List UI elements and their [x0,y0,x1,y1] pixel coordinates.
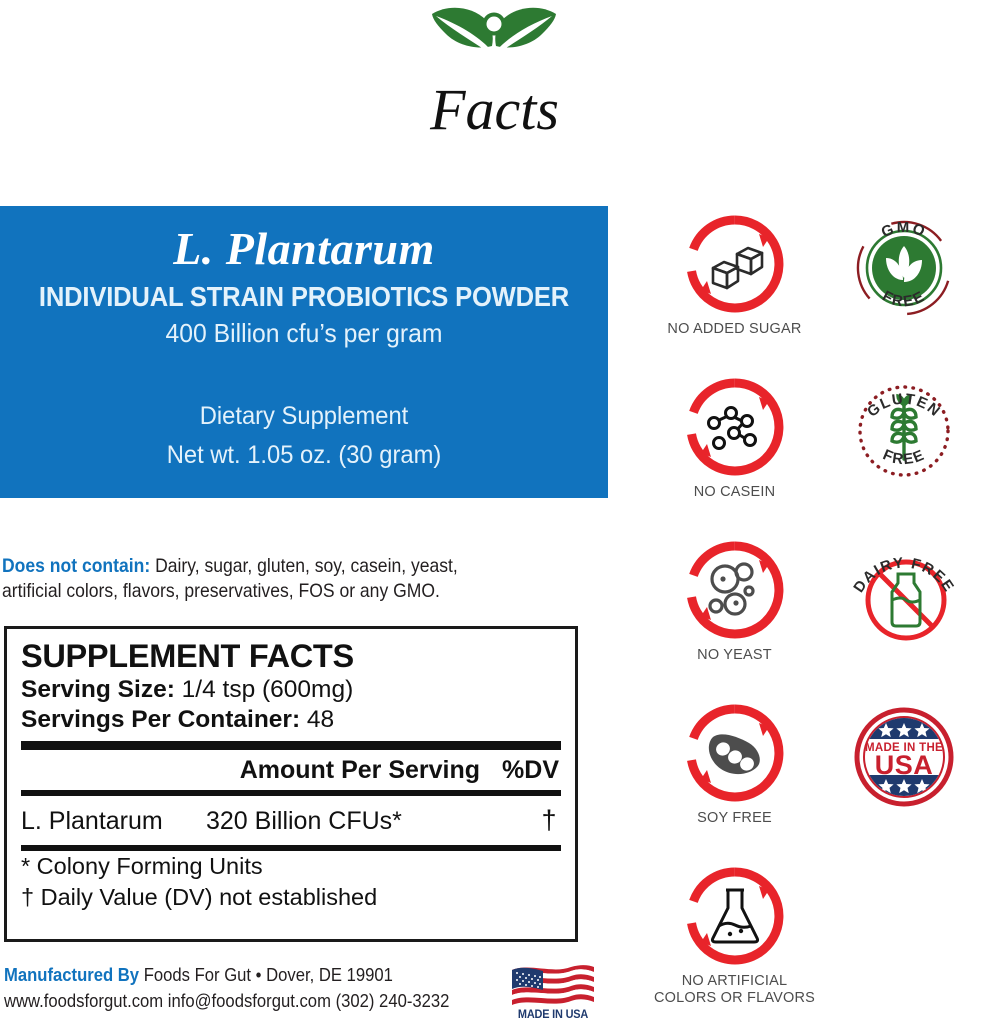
badge-row-4: SOY FREE [650,701,989,864]
seal-main-text: USA [874,750,933,780]
divider-thick-top [21,741,561,750]
made-in-the-usa-seal-icon: MADE IN THE USA [854,707,953,807]
certification-badges: NO ADDED SUGAR [650,212,989,1024]
badge-caption: NO YEAST [697,647,772,663]
product-potency: 400 Billion cfu’s per gram [165,318,443,348]
badge-no-added-sugar: NO ADDED SUGAR [650,212,819,375]
table-row: L. Plantarum 320 Billion CFUs* † [21,796,561,845]
page-title: Facts [430,77,559,142]
no-casein-icon [686,378,783,476]
gluten-free-icon: GLUTEN FREE [857,385,950,477]
does-not-contain-line2: artificial colors, flavors, preservative… [2,580,440,602]
badge-no-yeast: NO YEAST [650,538,819,701]
badge-dairy-free: DAIRY FREE [819,538,988,701]
does-not-contain-statement: Does not contain: Dairy, sugar, gluten, … [2,554,542,604]
serving-size-label: Serving Size: [21,676,175,703]
soy-free-icon [686,704,783,802]
ingredient-dv: † [541,805,557,835]
badge-caption: NO CASEIN [693,484,776,500]
ingredient-amount: 320 Billion CFUs* [206,807,402,835]
product-category: Dietary Supplement [199,402,409,430]
column-header-amount-per-serving: Amount Per Serving [239,756,481,784]
supplement-facts-title: SUPPLEMENT FACTS [21,638,354,674]
serving-size-value: 1/4 tsp (600mg) [174,676,354,703]
gmo-ring-bottom: FREE [879,288,926,311]
supplement-facts-panel: SUPPLEMENT FACTS Serving Size: 1/4 tsp (… [4,626,578,942]
badge-gmo-free: GMO FREE [819,212,988,375]
svg-text:GMO: GMO [878,219,928,241]
made-in-usa-caption: MADE IN USA [517,1009,589,1021]
badge-row-2: NO CASEIN [650,375,989,538]
gluten-ring-bottom: FREE [880,446,926,468]
ingredient-name: L. Plantarum [21,807,163,835]
badge-made-in-the-usa: MADE IN THE USA [819,701,988,864]
divider-under-header [21,790,561,796]
product-panel: L. Plantarum INDIVIDUAL STRAIN PROBIOTIC… [0,206,608,498]
product-subtitle: INDIVIDUAL STRAIN PROBIOTICS POWDER [38,281,570,312]
servings-per-container-row: Servings Per Container: 48 [21,705,561,735]
supplement-facts-footnotes: * Colony Forming Units † Daily Value (DV… [21,851,561,913]
two-leaves-logo-icon [428,2,560,64]
table-header-row: Amount Per Serving %DV [21,750,561,790]
manufacturer-company: Foods For Gut • Dover, DE 19901 [139,964,393,985]
dairy-free-icon: DAIRY FREE [850,554,956,641]
servings-per-container-value: 48 [300,706,335,733]
column-header-percent-dv: %DV [502,756,559,784]
does-not-contain-line1: Dairy, sugar, gluten, soy, casein, yeast… [150,555,458,577]
website-link[interactable]: www.foodsforgut.com [4,990,164,1011]
gmo-free-icon: GMO FREE [856,219,951,316]
no-yeast-icon [686,541,783,639]
badge-caption-line2: COLORS OR FLAVORS [653,990,816,1006]
divider-under-row [21,845,561,851]
badge-caption: NO ADDED SUGAR [667,321,802,337]
manufacturer-contact-line: www.foodsforgut.com info@foodsforgut.com… [4,988,472,1014]
footnote-asterisk: * Colony Forming Units [21,853,263,879]
seal-top-text: MADE IN THE [864,742,942,754]
badge-soy-free: SOY FREE [650,701,819,864]
badge-empty-slot [819,864,988,1024]
gmo-ring-top: GMO [878,219,926,241]
manufactured-by-label: Manufactured By [4,964,140,985]
product-name: L. Plantarum [173,223,435,274]
no-added-sugar-icon [686,215,783,313]
made-in-usa-flag: MADE IN USA [509,962,597,1021]
phone-number: (302) 240-3232 [330,990,450,1011]
badge-gluten-free: GLUTEN FREE [819,375,988,538]
usa-flag-icon [512,965,594,1005]
badge-no-artificial-colors-or-flavors: NO ARTIFICIAL COLORS OR FLAVORS [650,864,819,1024]
badge-caption-line1: NO ARTIFICIAL [681,973,788,989]
badge-row-3: NO YEAST DAIRY FREE [650,538,989,701]
badge-caption: SOY FREE [697,810,772,826]
svg-text:FREE: FREE [879,288,928,311]
badge-row-1: NO ADDED SUGAR [650,212,989,375]
svg-text:FREE: FREE [880,446,927,468]
manufacturer-info: Manufactured By Foods For Gut • Dover, D… [4,962,472,1014]
product-net-weight: Net wt. 1.05 oz. (30 gram) [166,441,442,469]
badge-no-casein: NO CASEIN [650,375,819,538]
serving-size-row: Serving Size: 1/4 tsp (600mg) [21,675,561,705]
does-not-contain-label: Does not contain: [2,555,151,577]
badge-caption: NO ARTIFICIAL COLORS OR FLAVORS [650,973,819,1007]
email-link[interactable]: info@foodsforgut.com [163,990,331,1011]
servings-per-container-label: Servings Per Container: [21,706,301,733]
no-artificial-colors-or-flavors-icon [686,867,783,965]
badge-row-5: NO ARTIFICIAL COLORS OR FLAVORS [650,864,989,1024]
footnote-dagger: † Daily Value (DV) not established [21,884,378,910]
